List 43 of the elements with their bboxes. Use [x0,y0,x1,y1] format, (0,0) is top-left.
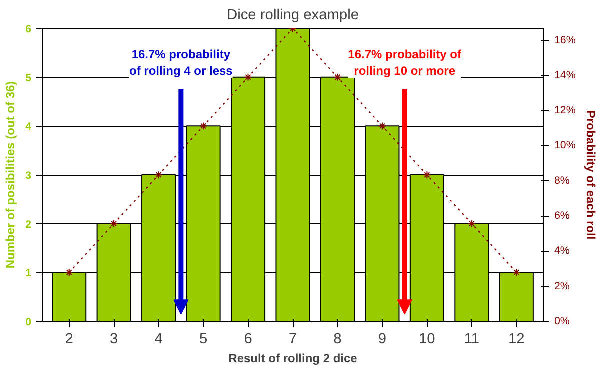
x-tick-label: 5 [199,332,208,348]
x-tick-label: 2 [65,332,74,348]
y2-tick-label: 2% [554,280,570,292]
point [65,268,74,277]
point [110,220,118,228]
annotation: 16.7% probability of rolling 4 or less [129,47,234,78]
x-tick-label: 12 [508,332,525,348]
y-tick-label: 6 [26,24,32,36]
y2-tick-label: 16% [554,34,576,46]
x-tick-label: 10 [419,332,436,348]
chart-title: Dice rolling example [227,8,359,24]
y2-axis-title: Probability of each roll [584,110,598,240]
y-tick-label: 4 [26,121,32,134]
point [244,73,252,82]
y2-tick-label: 4% [554,245,570,258]
x-tick-label: 7 [288,332,298,348]
y-tick-label: 2 [26,218,32,231]
x-axis-title: Result of rolling 2 dice [228,352,358,366]
x-tick-label: 11 [464,332,480,348]
x-tick-label: 8 [334,332,342,348]
point [468,220,476,228]
annotation: 16.7% probability of rolling 10 or more [348,47,463,78]
y-tick-label: 1 [26,268,32,280]
y2-tick-label: 6% [554,210,570,222]
y2-tick-label: 12% [554,104,576,117]
point [512,268,521,277]
point [154,171,163,180]
point [334,73,342,82]
x-tick-label: 3 [110,332,118,348]
point [200,122,208,130]
x-tick-label: 4 [154,332,163,348]
y2-tick-label: 8% [554,174,570,187]
y-tick-label: 3 [26,170,32,182]
y-axis-title: Number of posibilities (out of 36) [4,81,18,269]
x-tick-label: 6 [244,332,252,348]
y2-tick-label: 14% [554,69,576,82]
point [378,122,386,130]
y2-tick-label: 10% [554,140,576,152]
y-tick-label: 5 [26,72,32,84]
y2-tick-label: 0% [554,316,570,328]
point [423,171,432,180]
y-tick-label: 0 [26,316,32,328]
x-tick-label: 9 [378,332,387,348]
